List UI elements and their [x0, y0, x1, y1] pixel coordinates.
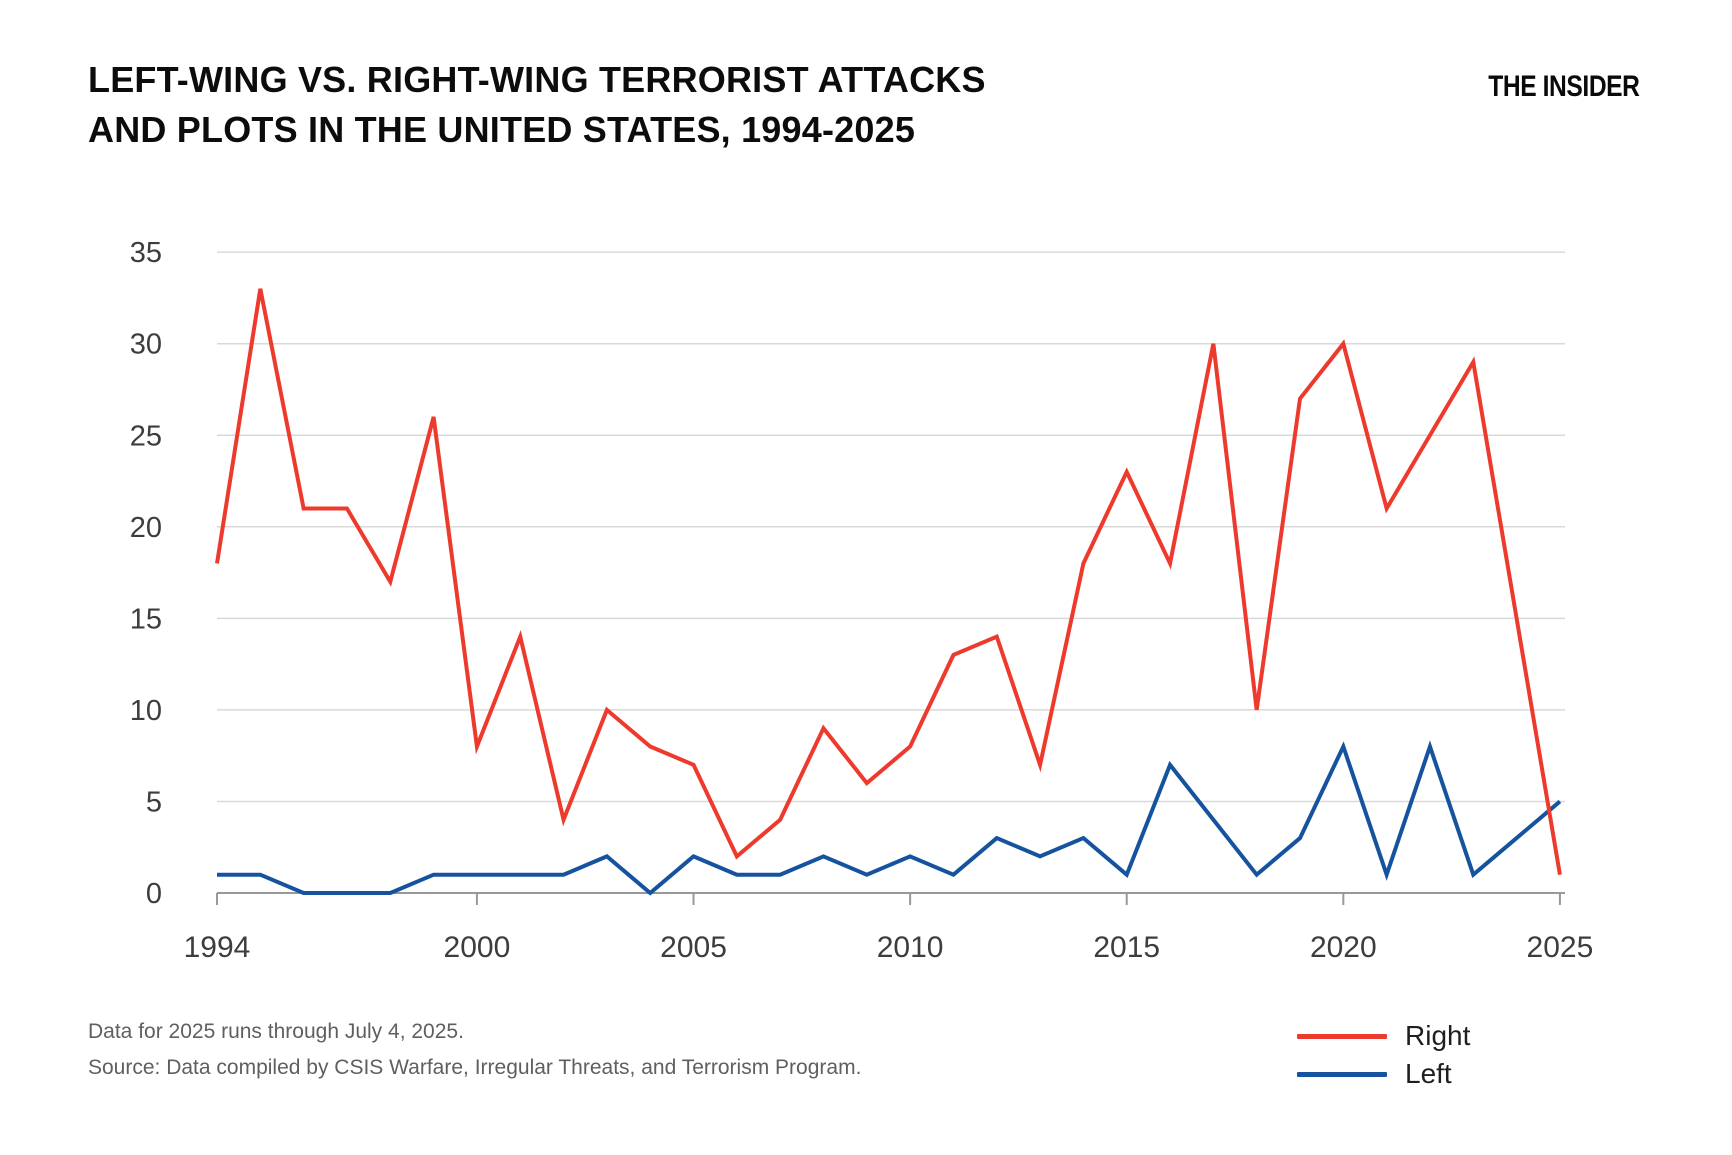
y-axis-tick-label: 35: [130, 237, 162, 269]
y-axis-tick-label: 30: [130, 329, 162, 361]
y-axis-tick-label: 0: [146, 878, 162, 910]
legend-row-right: Right: [1297, 1017, 1470, 1055]
legend-swatch-right: [1297, 1033, 1387, 1039]
x-axis-tick-label: 2025: [1527, 931, 1594, 964]
brand-logo: THE INSIDER: [1488, 70, 1641, 103]
y-axis-tick-label: 15: [130, 603, 162, 635]
y-axis-tick-label: 5: [146, 786, 162, 818]
y-axis-tick-label: 20: [130, 512, 162, 544]
legend-swatch-left: [1297, 1071, 1387, 1077]
page-title: LEFT-WING VS. RIGHT-WING TERRORIST ATTAC…: [88, 55, 986, 155]
x-axis-tick-label: 2020: [1310, 931, 1377, 964]
x-axis-tick-label: 2000: [444, 931, 511, 964]
x-axis-tick-label: 1994: [184, 931, 251, 964]
legend: Right Left: [1297, 1017, 1470, 1093]
page-title-line-1: LEFT-WING VS. RIGHT-WING TERRORIST ATTAC…: [88, 59, 986, 100]
series-line-right: [215, 288, 1562, 876]
legend-label-left: Left: [1405, 1058, 1452, 1089]
footnote-note: Data for 2025 runs through July 4, 2025.: [88, 1020, 464, 1043]
footnotes: Data for 2025 runs through July 4, 2025.…: [88, 1014, 861, 1086]
y-axis-tick-label: 10: [130, 695, 162, 727]
page-title-line-2: AND PLOTS IN THE UNITED STATES, 1994-202…: [88, 109, 916, 150]
y-axis-tick-label: 25: [130, 420, 162, 452]
legend-label-right: Right: [1405, 1020, 1471, 1051]
x-axis-tick-label: 2015: [1093, 931, 1160, 964]
series-line-left: [217, 740, 1562, 896]
footnote-source: Source: Data compiled by CSIS Warfare, I…: [88, 1056, 862, 1079]
x-axis-tick-label: 2010: [877, 931, 944, 964]
legend-row-left: Left: [1297, 1055, 1470, 1093]
x-axis-tick-label: 2005: [660, 931, 727, 964]
